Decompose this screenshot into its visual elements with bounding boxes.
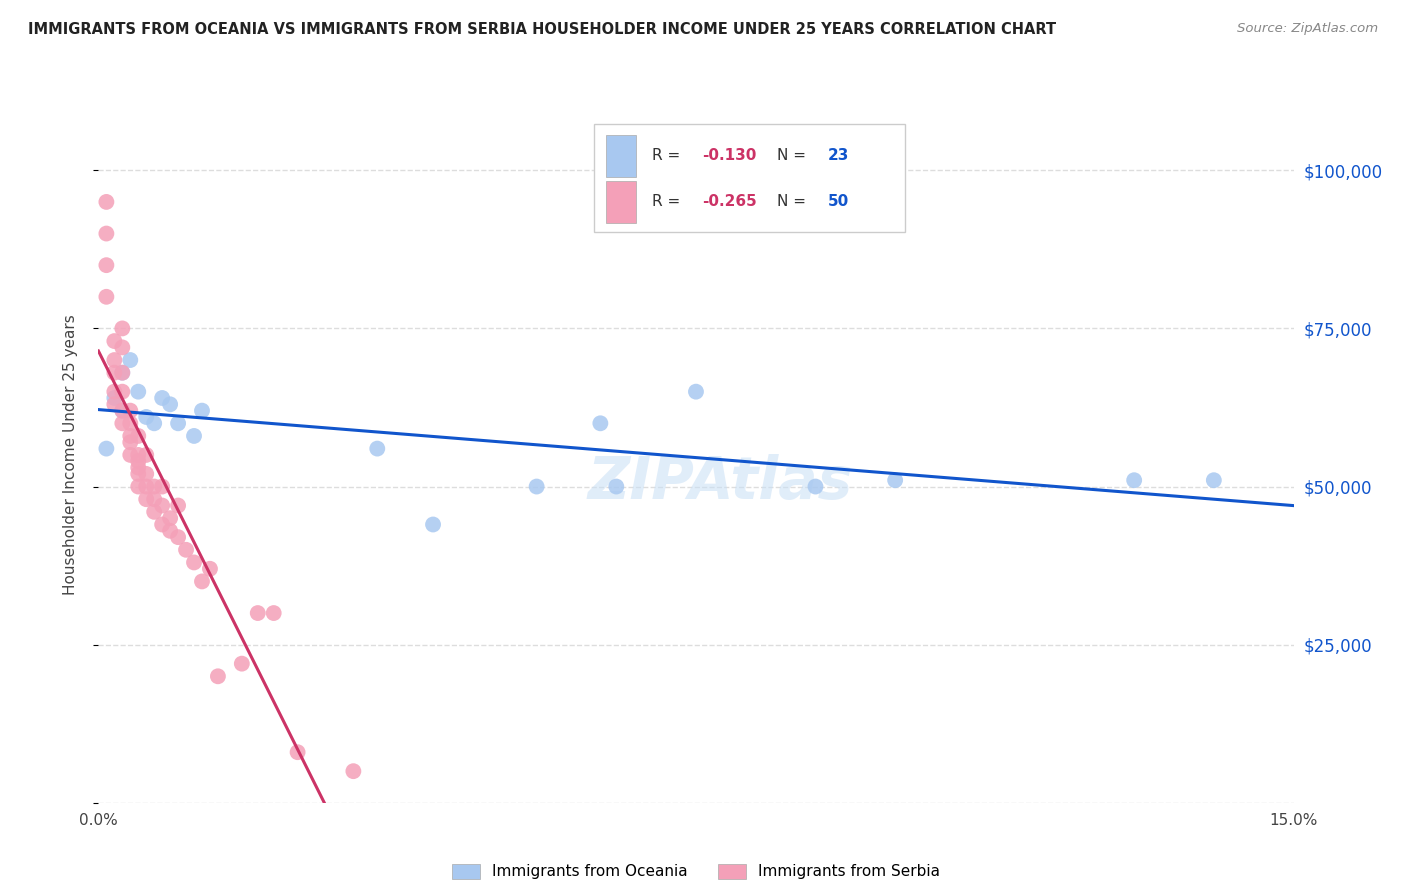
Point — [127, 460, 149, 475]
Point — [263, 606, 285, 620]
Point — [127, 384, 149, 399]
Point — [167, 417, 190, 431]
Point — [366, 442, 388, 456]
Point — [127, 429, 149, 443]
Point — [143, 492, 166, 507]
Point — [120, 403, 142, 417]
Point — [1123, 473, 1146, 487]
Point — [150, 391, 173, 405]
Point — [127, 467, 149, 481]
Point — [103, 366, 125, 380]
Point — [111, 403, 134, 417]
Point — [685, 384, 707, 399]
Point — [183, 556, 205, 570]
Point — [143, 505, 166, 519]
Point — [135, 492, 157, 507]
Text: N =: N = — [778, 194, 811, 209]
Point — [191, 403, 214, 417]
Point — [103, 397, 125, 411]
Point — [120, 448, 142, 462]
Point — [127, 454, 149, 468]
Point — [135, 467, 157, 481]
Point — [167, 499, 190, 513]
Point — [120, 417, 142, 431]
Point — [111, 384, 134, 399]
Point — [207, 669, 229, 683]
Point — [111, 340, 134, 354]
Point — [159, 397, 181, 411]
Text: -0.265: -0.265 — [702, 194, 756, 209]
Point — [111, 366, 134, 380]
Text: R =: R = — [652, 148, 685, 163]
Point — [135, 448, 157, 462]
Point — [103, 334, 125, 348]
FancyBboxPatch shape — [606, 135, 637, 177]
Point — [159, 511, 181, 525]
Text: 23: 23 — [827, 148, 849, 163]
Point — [127, 448, 149, 462]
Point — [804, 479, 827, 493]
Point — [111, 366, 134, 380]
Text: 50: 50 — [827, 194, 849, 209]
Point — [96, 290, 118, 304]
FancyBboxPatch shape — [606, 181, 637, 222]
Text: R =: R = — [652, 194, 685, 209]
Point — [605, 479, 627, 493]
Point — [143, 417, 166, 431]
Point — [120, 435, 142, 450]
Point — [150, 499, 173, 513]
Point — [120, 429, 142, 443]
Point — [1202, 473, 1225, 487]
Point — [287, 745, 309, 759]
Point — [342, 764, 364, 779]
Point — [191, 574, 214, 589]
Point — [127, 479, 149, 493]
Point — [198, 562, 221, 576]
Text: Source: ZipAtlas.com: Source: ZipAtlas.com — [1237, 22, 1378, 36]
Point — [422, 517, 444, 532]
Point — [96, 194, 118, 209]
Point — [884, 473, 907, 487]
Point — [589, 417, 612, 431]
Point — [96, 227, 118, 241]
Point — [103, 384, 125, 399]
Text: IMMIGRANTS FROM OCEANIA VS IMMIGRANTS FROM SERBIA HOUSEHOLDER INCOME UNDER 25 YE: IMMIGRANTS FROM OCEANIA VS IMMIGRANTS FR… — [28, 22, 1056, 37]
Legend: Immigrants from Oceania, Immigrants from Serbia: Immigrants from Oceania, Immigrants from… — [446, 857, 946, 886]
Point — [96, 258, 118, 272]
Text: N =: N = — [778, 148, 811, 163]
Point — [96, 442, 118, 456]
Text: ZIPAtlas: ZIPAtlas — [588, 454, 852, 511]
Point — [135, 409, 157, 424]
Point — [150, 517, 173, 532]
Point — [526, 479, 548, 493]
Point — [167, 530, 190, 544]
Point — [103, 353, 125, 368]
Text: -0.130: -0.130 — [702, 148, 756, 163]
Point — [159, 524, 181, 538]
Point — [103, 391, 125, 405]
Point — [120, 353, 142, 368]
Point — [246, 606, 269, 620]
Point — [231, 657, 253, 671]
Point — [183, 429, 205, 443]
Point — [111, 321, 134, 335]
Point — [135, 479, 157, 493]
Point — [143, 479, 166, 493]
Point — [150, 479, 173, 493]
Point — [111, 417, 134, 431]
Y-axis label: Householder Income Under 25 years: Householder Income Under 25 years — [63, 315, 77, 595]
Point — [174, 542, 197, 557]
FancyBboxPatch shape — [595, 124, 905, 232]
Point — [111, 403, 134, 417]
